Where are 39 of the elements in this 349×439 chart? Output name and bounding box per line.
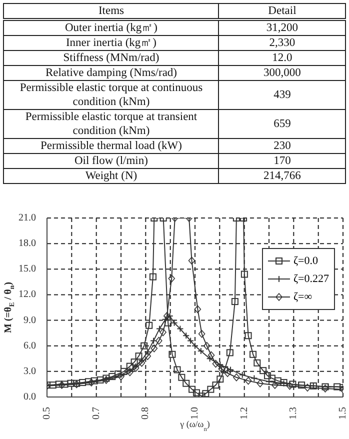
y-tick-label: 18.0 [18, 238, 36, 250]
x-tick-label: 0.8 [140, 407, 152, 420]
category-label: Permissible thermal load (kW) [4, 138, 219, 154]
y-tick-label: 3.0 [24, 366, 36, 377]
x-tick-label: 0.7 [90, 407, 102, 420]
text: 230 [274, 140, 291, 152]
text: 659 [274, 118, 291, 130]
text: 214,766 [264, 170, 301, 182]
y-tick-label: 12.0 [18, 289, 36, 300]
legend-label: ζ=∞ [293, 291, 312, 303]
category-label: Permissible elastic torque at transient condition (kNm) [4, 110, 219, 138]
text: 31,200 [266, 22, 298, 34]
text: Items [4, 4, 219, 20]
category-label: Relative damping (Nms/rad) [4, 66, 219, 80]
x-tick-label: 0.5 [42, 407, 52, 420]
y-tick-label: 6.0 [24, 340, 36, 352]
x-tick-label: 1.5 [338, 407, 348, 420]
text: 12.0 [272, 52, 292, 64]
text: 300,000 [264, 67, 301, 79]
text: 170 [274, 155, 291, 167]
category-label: Permissible elastic torque at continuous condition (kNm) [4, 80, 219, 110]
category-label: Outer inertia (kg㎡) [4, 20, 219, 36]
x-tick-label: 1.2 [238, 407, 250, 420]
y-tick-label: 0.0 [24, 392, 36, 402]
text: 2,330 [269, 37, 296, 49]
category-label: Weight (N) [4, 168, 219, 184]
category-label: Oil flow (l/min) [4, 154, 219, 168]
y-tick-label: 21.0 [18, 212, 36, 224]
x-tick-label: 1.0 [190, 407, 200, 420]
x-axis-title: γ (ω/ω$_{n}$) [179, 419, 210, 432]
x-tick-label: 1.3 [288, 407, 300, 420]
y-tick-label: 9.0 [24, 314, 36, 326]
category-label: Inner inertia (kg㎡) [4, 36, 219, 50]
text: Detail [218, 4, 346, 20]
y-tick-label: 15.0 [18, 264, 36, 275]
text: 439 [274, 89, 291, 101]
legend-label: ζ=0.0 [293, 255, 318, 267]
legend-label: ζ=0.227 [293, 273, 329, 285]
category-label: Stiffness (MNm/rad) [4, 50, 219, 66]
